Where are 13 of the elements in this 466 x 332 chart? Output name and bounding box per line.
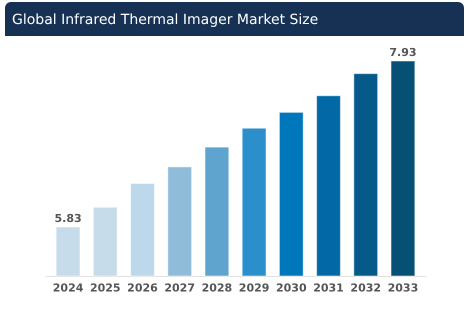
x-tick-label: 2032	[350, 282, 382, 294]
chart-title: Global Infrared Thermal Imager Market Size	[12, 12, 318, 28]
data-label: 5.83	[54, 212, 82, 225]
x-tick-label: 2029	[238, 282, 270, 294]
data-label: 7.93	[389, 46, 416, 59]
x-tick-label: 2026	[127, 282, 158, 294]
x-tick-label: 2028	[202, 282, 232, 294]
x-tick-label: 2027	[164, 282, 195, 294]
x-tick-label: 2024	[52, 282, 84, 294]
x-tick-label: 2030	[276, 282, 307, 294]
x-tick-label: 2031	[313, 282, 344, 294]
x-tick-label: 2025	[90, 282, 121, 294]
x-tick-label: 2033	[388, 282, 418, 294]
